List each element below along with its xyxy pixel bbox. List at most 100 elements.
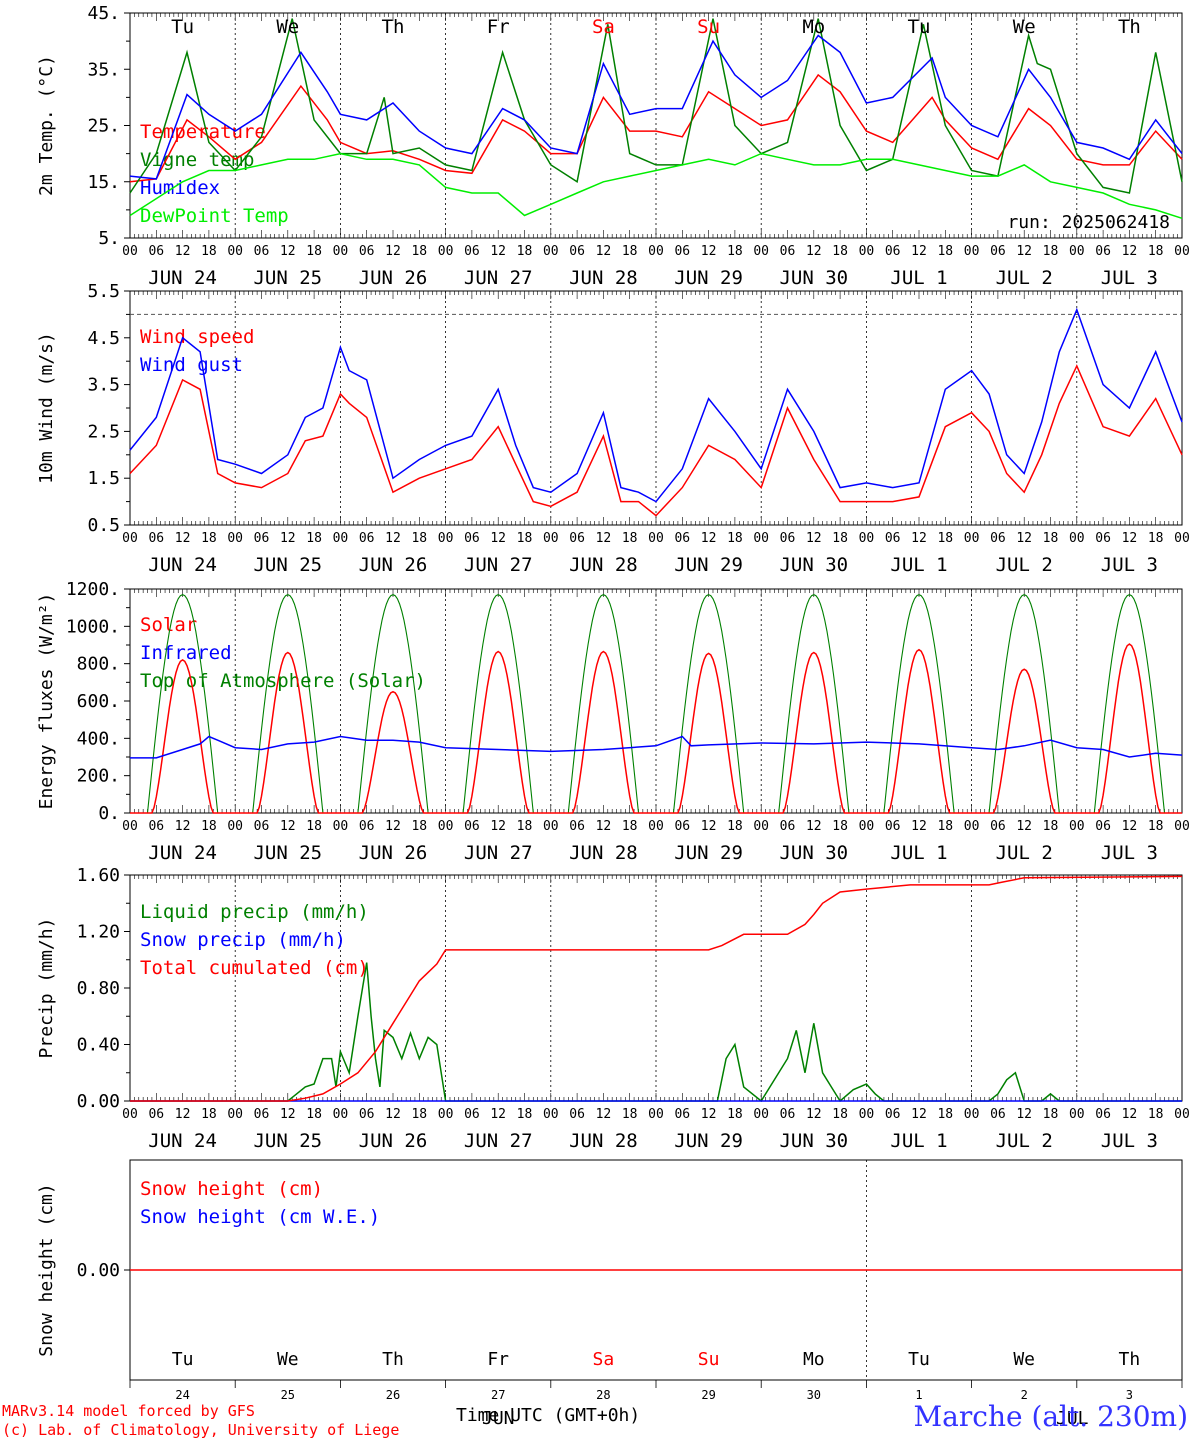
- hour-tick-label: 18: [1148, 1107, 1164, 1122]
- hour-tick-label: 00: [543, 819, 559, 834]
- date-label: JUL 3: [1101, 554, 1158, 576]
- hour-tick-label: 00: [122, 1107, 138, 1122]
- hour-tick-label: 12: [806, 819, 822, 834]
- hour-tick-label: 12: [911, 244, 927, 259]
- hour-tick-label: 00: [648, 244, 664, 259]
- day-number-label: 28: [596, 1388, 610, 1402]
- hour-tick-label: 00: [438, 819, 454, 834]
- hour-tick-label: 06: [464, 1107, 480, 1122]
- hour-tick-label: 18: [306, 819, 322, 834]
- date-label: JUN 25: [253, 1130, 322, 1152]
- series-line-temperature: [129, 73, 1183, 183]
- panel-5: Tu We Th Fr Sa Su Mo Tu We Th 24 25 26 27 28 29 30 1 2 3 JUN…: [36, 1159, 1183, 1429]
- y-axis-label: Energy fluxes (W/m²): [36, 593, 57, 810]
- series-line-wind-speed: [129, 364, 1183, 517]
- day-number-label: 25: [281, 1388, 295, 1402]
- legend-entry: Snow height (cm): [140, 1178, 323, 1200]
- hour-tick-label: 00: [753, 1107, 769, 1122]
- y-tick-label: 25.: [87, 116, 120, 137]
- hour-tick-label: 12: [911, 1107, 927, 1122]
- hour-tick-label: 00: [543, 531, 559, 546]
- hour-tick-label: 00: [1069, 531, 1085, 546]
- hour-tick-label: 00: [122, 819, 138, 834]
- hour-tick-label: 12: [1016, 819, 1032, 834]
- day-number-label: 1: [915, 1388, 922, 1402]
- hour-tick-label: 18: [832, 531, 848, 546]
- hour-tick-label: 00: [964, 1107, 980, 1122]
- hour-tick-label: 06: [990, 531, 1006, 546]
- date-label: JUN 25: [253, 554, 322, 576]
- legend-entry: Infrared: [140, 642, 232, 664]
- weekday-label: Th: [1118, 16, 1141, 38]
- hour-tick-label: 12: [806, 1107, 822, 1122]
- hour-tick-label: 12: [701, 819, 717, 834]
- date-label: JUN 29: [674, 1130, 743, 1152]
- month-label: JUL: [1056, 1408, 1089, 1429]
- y-tick-label: 0.00: [77, 1091, 120, 1112]
- hour-tick-label: 00: [753, 531, 769, 546]
- date-label: JUN 26: [359, 842, 428, 864]
- y-tick-label: 0.40: [77, 1035, 120, 1056]
- hour-tick-label: 00: [964, 531, 980, 546]
- hour-tick-label: 06: [674, 244, 690, 259]
- hour-tick-label: 00: [543, 244, 559, 259]
- y-tick-label: 2.5: [87, 421, 120, 442]
- y-tick-label: 1000.: [66, 616, 120, 637]
- date-label: JUN 30: [779, 1130, 848, 1152]
- hour-tick-label: 06: [254, 1107, 270, 1122]
- hour-tick-label: 18: [727, 1107, 743, 1122]
- y-axis-label: 10m Wind (m/s): [36, 332, 57, 484]
- hour-tick-label: 18: [937, 819, 953, 834]
- date-label: JUN 24: [148, 1130, 217, 1152]
- date-label: JUN 26: [359, 554, 428, 576]
- hour-tick-label: 18: [937, 244, 953, 259]
- hour-tick-label: 12: [1122, 1107, 1138, 1122]
- series-line-dewpoint-temp: [129, 152, 1183, 220]
- station-name: Marche (alt. 230m): [913, 1400, 1188, 1433]
- legend-entry: Top of Atmosphere (Solar): [140, 670, 426, 692]
- hour-tick-label: 18: [517, 1107, 533, 1122]
- hour-tick-label: 06: [148, 819, 164, 834]
- series-line-wind-gust: [129, 307, 1183, 503]
- y-tick-label: 400.: [77, 728, 120, 749]
- y-tick-label: 0.5: [87, 515, 120, 536]
- hour-tick-label: 12: [701, 531, 717, 546]
- legend-entry: Wind speed: [140, 326, 254, 348]
- hour-tick-label: 18: [306, 531, 322, 546]
- y-tick-label: 3.5: [87, 375, 120, 396]
- hour-tick-label: 12: [596, 244, 612, 259]
- hour-tick-label: 12: [280, 531, 296, 546]
- hour-tick-label: 18: [411, 244, 427, 259]
- hour-tick-label: 06: [1095, 244, 1111, 259]
- weekday-label: Tu: [172, 1349, 194, 1370]
- y-tick-label: 1.20: [77, 922, 120, 943]
- hour-tick-label: 00: [859, 531, 875, 546]
- credit-line-2: (c) Lab. of Climatology, University of L…: [2, 1421, 400, 1439]
- hour-tick-label: 18: [411, 531, 427, 546]
- legend-entry: Wind gust: [140, 354, 243, 376]
- hour-tick-label: 18: [832, 244, 848, 259]
- y-tick-label: 1200.: [66, 579, 120, 600]
- y-tick-label: 5.: [98, 228, 120, 249]
- hour-tick-label: 06: [990, 244, 1006, 259]
- hour-tick-label: 12: [701, 244, 717, 259]
- y-axis-label: Snow height (cm): [36, 1183, 57, 1356]
- date-label: JUL 1: [890, 267, 947, 289]
- hour-tick-label: 12: [596, 1107, 612, 1122]
- y-axis-label: Precip (mm/h): [36, 918, 57, 1059]
- hour-tick-label: 18: [411, 819, 427, 834]
- hour-tick-label: 18: [937, 1107, 953, 1122]
- hour-tick-label: 00: [122, 531, 138, 546]
- hour-tick-label: 06: [885, 244, 901, 259]
- panel-3: 00 06 12 18 00 06 12 18 00 06 12 18 00 06 12 18 00 06 12 18…: [36, 579, 1190, 864]
- hour-tick-label: 00: [964, 819, 980, 834]
- hour-tick-label: 12: [596, 819, 612, 834]
- month-label: JUN: [482, 1408, 515, 1429]
- weekday-label: We: [1013, 16, 1036, 38]
- panel-1: 00 06 12 18 00 06 12 18 00 06 12 18 00 06 12 18 00 06 12 18…: [36, 3, 1190, 289]
- hour-tick-label: 18: [1043, 1107, 1059, 1122]
- day-number-label: 26: [386, 1388, 400, 1402]
- hour-tick-label: 06: [1095, 531, 1111, 546]
- hour-tick-label: 12: [385, 819, 401, 834]
- hour-tick-label: 06: [464, 531, 480, 546]
